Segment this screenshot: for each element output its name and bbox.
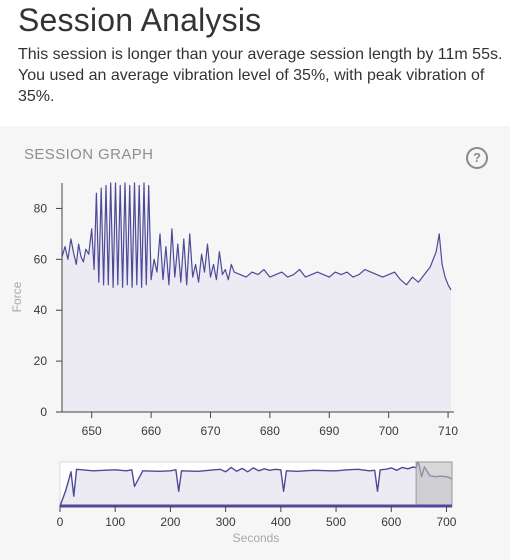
y-tick-label: 40 xyxy=(34,303,48,317)
force-area xyxy=(62,183,451,412)
selection-window-handle[interactable] xyxy=(415,461,453,507)
overview-x-tick-label: 600 xyxy=(381,515,401,529)
x-tick-label: 710 xyxy=(438,424,458,438)
question-circle-icon[interactable]: ? xyxy=(466,147,488,169)
overview-x-tick-label: 400 xyxy=(271,515,291,529)
graph-title: SESSION GRAPH xyxy=(24,146,154,163)
x-tick-label: 680 xyxy=(260,424,280,438)
y-tick-label: 20 xyxy=(34,354,48,368)
x-tick-label: 670 xyxy=(200,424,220,438)
overview-x-tick-label: 100 xyxy=(105,515,125,529)
overview-area xyxy=(60,462,452,506)
y-axis-title: Force xyxy=(10,281,24,312)
overview-x-tick-label: 0 xyxy=(57,515,64,529)
y-tick-label: 0 xyxy=(40,405,47,419)
overview-x-tick-label: 200 xyxy=(160,515,180,529)
overview-x-axis-title: Seconds xyxy=(233,531,280,545)
session-summary: This session is longer than your average… xyxy=(18,46,503,105)
overview-x-tick-label: 500 xyxy=(326,515,346,529)
force-line xyxy=(61,182,452,291)
y-tick-label: 60 xyxy=(34,252,48,266)
x-tick-label: 690 xyxy=(319,424,339,438)
page-title: Session Analysis xyxy=(18,2,262,38)
y-tick-label: 80 xyxy=(34,201,48,215)
x-tick-label: 700 xyxy=(379,424,399,438)
x-tick-label: 650 xyxy=(82,424,102,438)
header: Session Analysis This session is longer … xyxy=(0,0,510,126)
overview-x-tick-label: 700 xyxy=(436,515,456,529)
overview-x-tick-label: 300 xyxy=(216,515,236,529)
x-tick-label: 660 xyxy=(141,424,161,438)
